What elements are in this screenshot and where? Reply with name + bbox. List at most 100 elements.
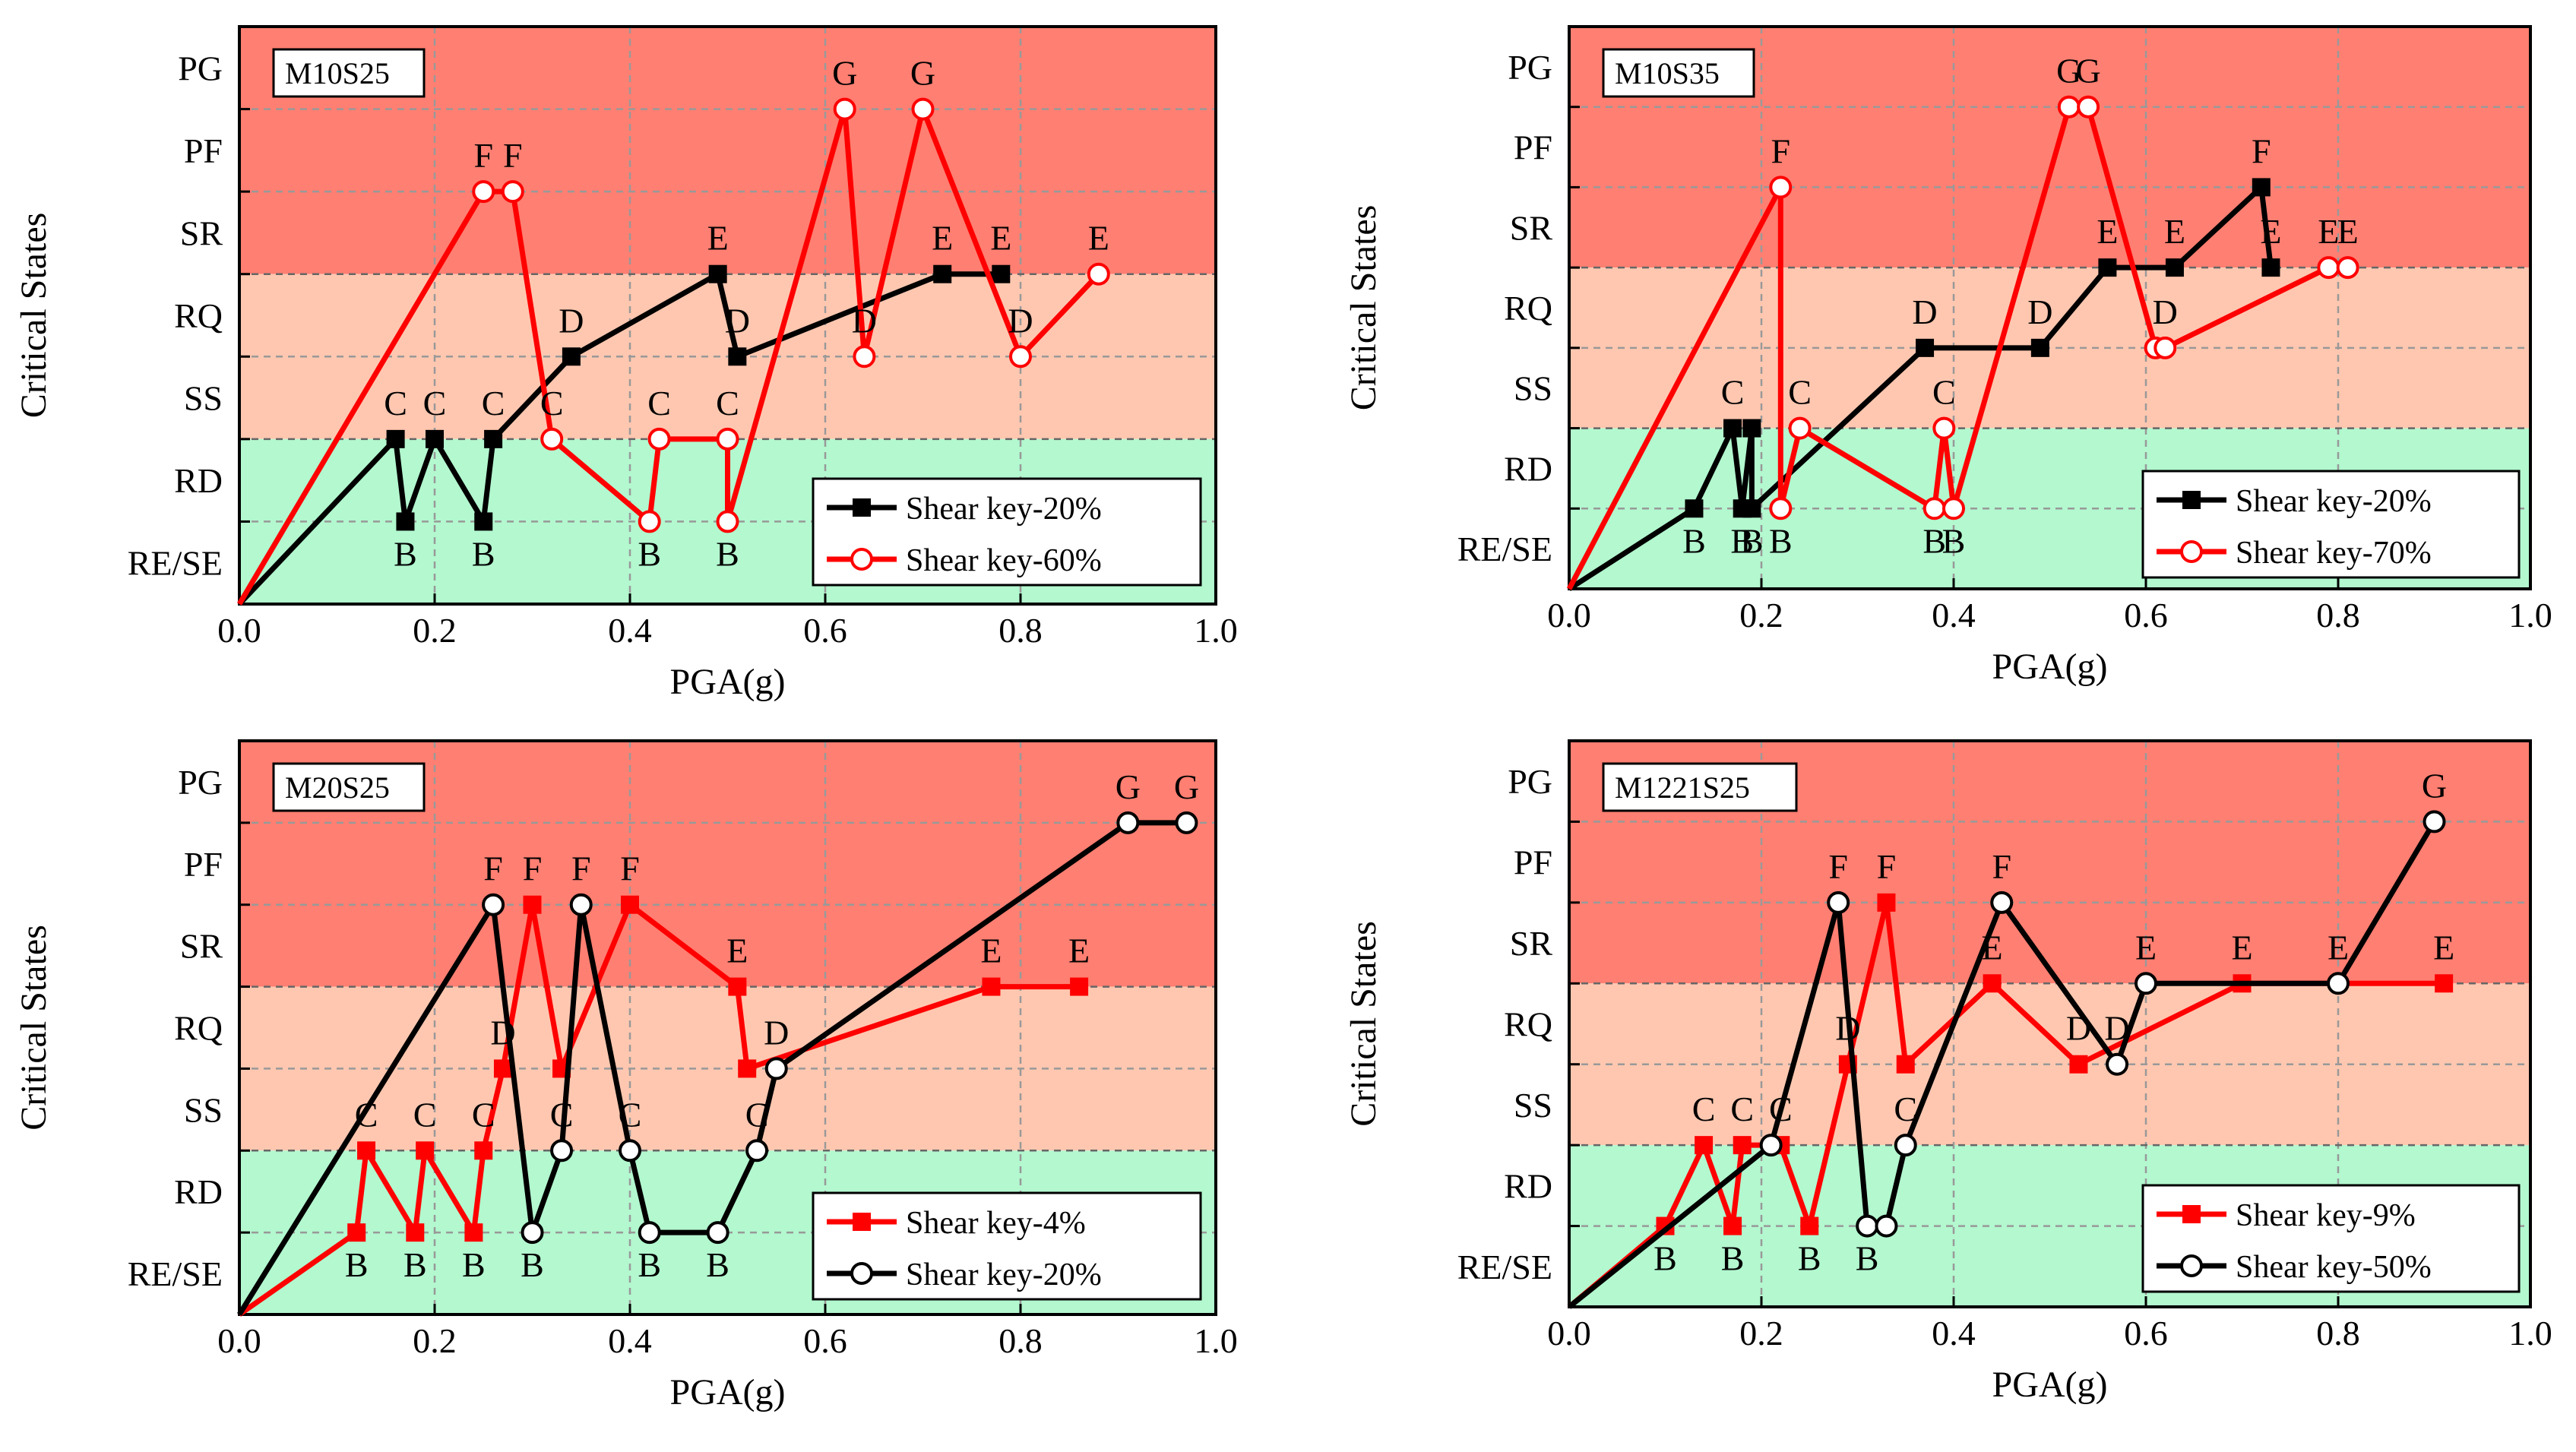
point-label: B <box>1942 521 1966 560</box>
point-label: C <box>1932 373 1956 412</box>
data-point <box>1733 1136 1752 1155</box>
x-tick-label: 0.0 <box>217 611 261 650</box>
y-tick-label: RQ <box>1504 289 1552 327</box>
point-label: D <box>2104 1009 2129 1048</box>
y-tick-label: RQ <box>174 1009 223 1048</box>
title-box <box>272 48 426 98</box>
legend-marker <box>853 1213 871 1231</box>
data-point <box>562 347 581 366</box>
legend-marker <box>850 1262 873 1285</box>
point-label: D <box>764 1013 789 1052</box>
y-tick-label: RE/SE <box>1457 530 1552 568</box>
data-point <box>1983 974 2002 993</box>
data-point <box>982 977 1001 996</box>
data-point <box>933 264 952 283</box>
data-point <box>716 427 739 451</box>
data-point <box>569 893 593 916</box>
data-point <box>1070 977 1089 996</box>
chart-panel-2: 0.0 0.2 0.4 0.6 0.8 1.0 RE/SE RD SS RQ SR PF PG PGA(g… <box>1343 25 2552 687</box>
point-label: E <box>2337 212 2359 251</box>
data-point <box>464 1223 483 1242</box>
data-point <box>493 1059 512 1078</box>
point-label: E <box>990 219 1011 258</box>
chart-panel-3: 0.0 0.2 0.4 0.6 0.8 1.0 RE/SE RD SS RQ SR PF PG PGA(g… <box>14 739 1238 1412</box>
point-label: F <box>1828 847 1848 886</box>
point-label: F <box>483 849 503 888</box>
legend <box>812 1191 1202 1301</box>
point-label: B <box>638 1245 661 1284</box>
point-label: G <box>832 54 857 93</box>
chart-title: M20S25 <box>285 770 390 805</box>
x-axis-title: PGA(g) <box>1992 1365 2108 1405</box>
title-box <box>1602 762 1798 812</box>
point-label: B <box>521 1245 544 1284</box>
y-tick-label: RE/SE <box>128 1254 223 1293</box>
data-point <box>1009 345 1032 369</box>
point-label: B <box>1798 1239 1821 1278</box>
series-line-1 <box>1568 182 2274 591</box>
data-point <box>1087 262 1110 286</box>
y-tick-label: PF <box>184 845 223 884</box>
point-label: E <box>980 932 1002 970</box>
x-tick-label: 0.6 <box>2124 596 2168 634</box>
data-point <box>1685 499 1704 518</box>
data-point <box>357 1141 376 1160</box>
data-point <box>396 512 415 531</box>
data-point <box>1695 1136 1714 1155</box>
x-tick-label: 0.6 <box>803 1321 847 1360</box>
point-label: B <box>1923 521 1946 560</box>
point-label: C <box>716 384 739 422</box>
chart-title: M1221S25 <box>1615 770 1750 805</box>
data-point <box>1896 1055 1915 1074</box>
data-point <box>638 1221 661 1245</box>
point-label: D <box>1008 301 1033 340</box>
plot-frame <box>238 25 1217 606</box>
point-label: B <box>394 534 417 573</box>
x-axis-title: PGA(g) <box>1992 647 2108 687</box>
point-label: D <box>559 301 584 340</box>
x-tick-label: 0.6 <box>803 611 847 650</box>
y-tick-label: PG <box>1508 48 1552 87</box>
point-label: D <box>725 301 750 340</box>
legend <box>812 477 1202 587</box>
data-point <box>2165 258 2184 277</box>
y-tick-label: SR <box>180 214 223 252</box>
point-label: C <box>482 384 505 422</box>
point-label: E <box>2097 212 2118 251</box>
point-label: C <box>1692 1090 1716 1128</box>
data-point <box>472 180 495 204</box>
y-tick-label: SS <box>1514 369 1552 408</box>
y-tick-label: SS <box>184 379 223 418</box>
legend-label: Shear key-60% <box>906 543 1102 578</box>
data-point <box>1942 497 1965 520</box>
y-axis-title: Critical States <box>1343 205 1384 411</box>
data-point <box>1175 811 1198 834</box>
point-label: B <box>345 1245 369 1284</box>
point-label: C <box>619 1095 642 1134</box>
data-point <box>647 427 671 451</box>
x-tick-label: 0.8 <box>998 611 1043 650</box>
point-label: G <box>2056 52 2081 90</box>
y-tick-label: SS <box>1514 1086 1552 1125</box>
y-tick-label: SR <box>1510 208 1553 247</box>
data-point <box>1723 419 1742 438</box>
data-point <box>716 510 739 533</box>
legend-marker <box>2182 1205 2201 1223</box>
point-label: B <box>1682 521 1706 560</box>
point-label: E <box>2260 212 2281 251</box>
y-tick-label: PF <box>184 131 223 170</box>
data-point <box>406 1223 425 1242</box>
point-label: G <box>2422 766 2447 805</box>
legend-label: Shear key-70% <box>2236 536 2432 571</box>
data-point <box>347 1223 366 1242</box>
point-label: E <box>2135 928 2157 966</box>
point-label: C <box>1721 373 1745 412</box>
point-label: E <box>707 219 729 258</box>
y-tick-label: RE/SE <box>1457 1248 1552 1286</box>
title-box <box>272 762 426 812</box>
point-label: B <box>462 1245 486 1284</box>
x-tick-label: 1.0 <box>1194 1321 1238 1360</box>
data-point <box>2098 258 2117 277</box>
data-point <box>1856 1214 1879 1238</box>
